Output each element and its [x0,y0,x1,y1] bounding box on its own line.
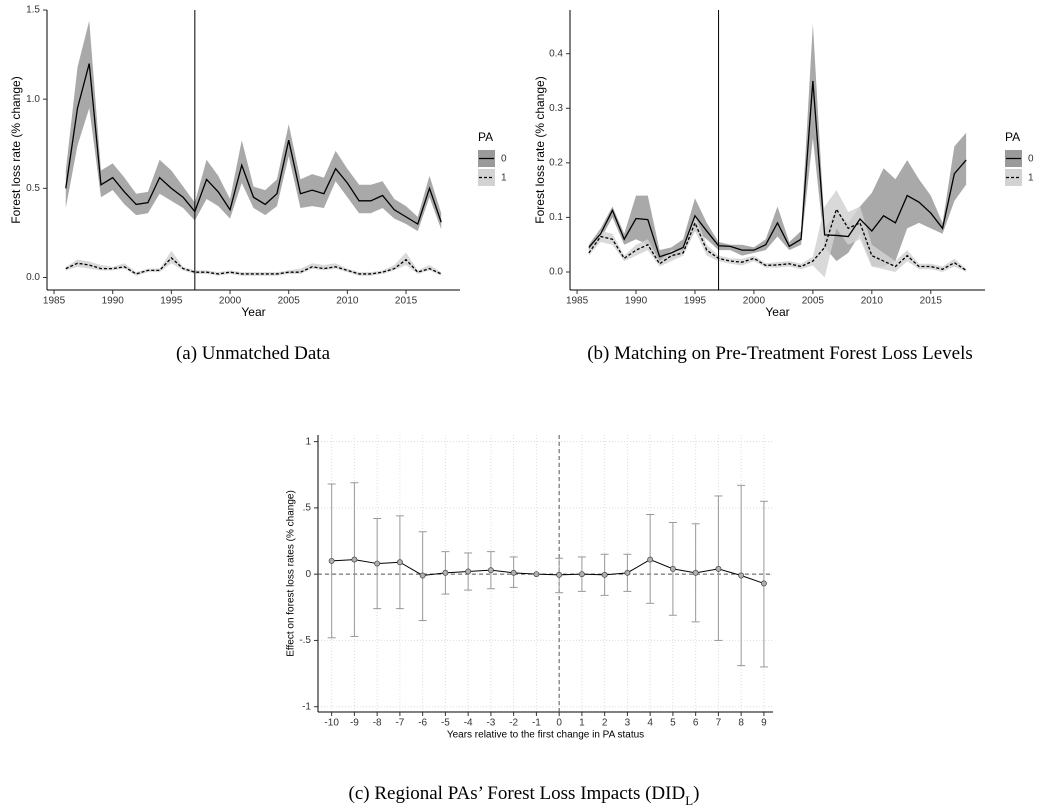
x-tick-label: 2005 [802,296,825,307]
x-tick-label: -9 [350,718,359,729]
series-line [588,207,967,271]
estimate-point [442,569,449,576]
x-tick-label: 2 [602,718,608,729]
x-tick-label: 1995 [684,296,707,307]
y-tick-label: 0.5 [26,183,40,194]
confidence-band [588,23,967,267]
y-tick-label: 0.2 [549,157,563,168]
x-tick-label: 1985 [566,296,589,307]
x-tick-label: 9 [761,718,767,729]
x-tick-label: -1 [532,718,541,729]
x-axis-title: Year [765,305,789,319]
x-tick-label: 1995 [160,296,183,307]
estimate-line [331,559,765,584]
estimate-point [760,580,767,587]
x-tick-label: 0 [556,718,562,729]
x-tick-label: -4 [464,718,473,729]
y-axis-title: Forest loss rate (% change) [9,76,23,223]
estimate-point [601,571,608,578]
caption-text: (a) Unmatched Data [176,343,331,364]
x-tick-label: 1 [579,718,585,729]
y-axis-title: Effect on forest loss rates (% change) [286,490,297,657]
estimate-point [715,565,722,572]
estimate-point [556,571,563,578]
x-tick-label: 2000 [743,296,766,307]
caption-text: (c) Regional PAs’ Forest Loss Impacts (D… [349,783,686,804]
y-tick-label: .5 [303,503,312,514]
estimate-point [510,569,517,576]
series-line [65,256,442,275]
x-tick-label: 3 [625,718,631,729]
legend-label: 0 [1028,154,1034,165]
estimate-point [669,565,676,572]
legend-label: 1 [1028,173,1034,184]
caption: (a) Unmatched Data [176,343,331,364]
y-tick-label: 0.0 [549,267,563,278]
series-line [588,80,967,258]
estimate-point [738,572,745,579]
y-axis-title: Forest loss rate (% change) [533,76,547,223]
x-tick-label: -10 [324,718,339,729]
caption-subscript: L [685,793,693,808]
estimate-point [465,568,472,575]
x-tick-label: 1990 [625,296,648,307]
estimate-point [624,569,631,576]
x-tick-label: 2010 [861,296,884,307]
x-tick-label: 2015 [395,296,418,307]
legend-label: 1 [501,173,507,184]
y-tick-label: -.5 [299,635,311,646]
legend-label: 0 [501,154,507,165]
x-tick-label: -8 [373,718,382,729]
x-axis-title: Years relative to the first change in PA… [447,730,644,741]
x-tick-label: -2 [509,718,518,729]
x-tick-label: 8 [738,718,744,729]
y-tick-label: 1 [305,436,311,447]
x-tick-label: -6 [418,718,427,729]
y-tick-label: 1.5 [26,5,40,16]
x-tick-label: 5 [670,718,676,729]
estimate-point [351,556,358,563]
x-tick-label: 2015 [920,296,943,307]
x-tick-label: 2000 [219,296,242,307]
x-tick-label: -5 [441,718,450,729]
x-tick-label: 4 [647,718,653,729]
estimate-point [647,556,654,563]
y-tick-label: 0 [305,569,311,580]
confidence-band [65,250,442,276]
x-tick-label: 7 [716,718,722,729]
caption: (b) Matching on Pre-Treatment Forest Los… [587,343,973,364]
confidence-band [588,190,967,278]
y-tick-label: 0.0 [26,272,40,283]
y-tick-label: 0.1 [549,212,563,223]
x-tick-label: 1985 [43,296,66,307]
caption-end: ) [693,783,699,804]
x-axis-title: Year [241,305,265,319]
caption: (c) Regional PAs’ Forest Loss Impacts (D… [349,783,700,808]
y-tick-label: -1 [302,701,311,712]
x-tick-label: -3 [486,718,495,729]
estimate-point [374,560,381,567]
caption-text: (b) Matching on Pre-Treatment Forest Los… [587,343,973,364]
y-tick-label: 0.4 [549,48,563,59]
y-tick-label: 1.0 [26,94,40,105]
estimate-point [487,567,494,574]
series-line [65,63,442,225]
estimate-point [396,559,403,566]
estimate-point [328,557,335,564]
confidence-band [65,20,442,232]
x-tick-label: 6 [693,718,699,729]
estimate-point [533,571,540,578]
x-tick-label: -7 [395,718,404,729]
y-tick-label: 0.3 [549,103,563,114]
legend-title: PA [478,130,493,144]
legend-title: PA [1005,130,1020,144]
estimate-point [419,572,426,579]
x-tick-label: 2005 [278,296,301,307]
estimate-point [692,569,699,576]
estimate-point [578,571,585,578]
x-tick-label: 2010 [336,296,359,307]
x-tick-label: 1990 [102,296,125,307]
